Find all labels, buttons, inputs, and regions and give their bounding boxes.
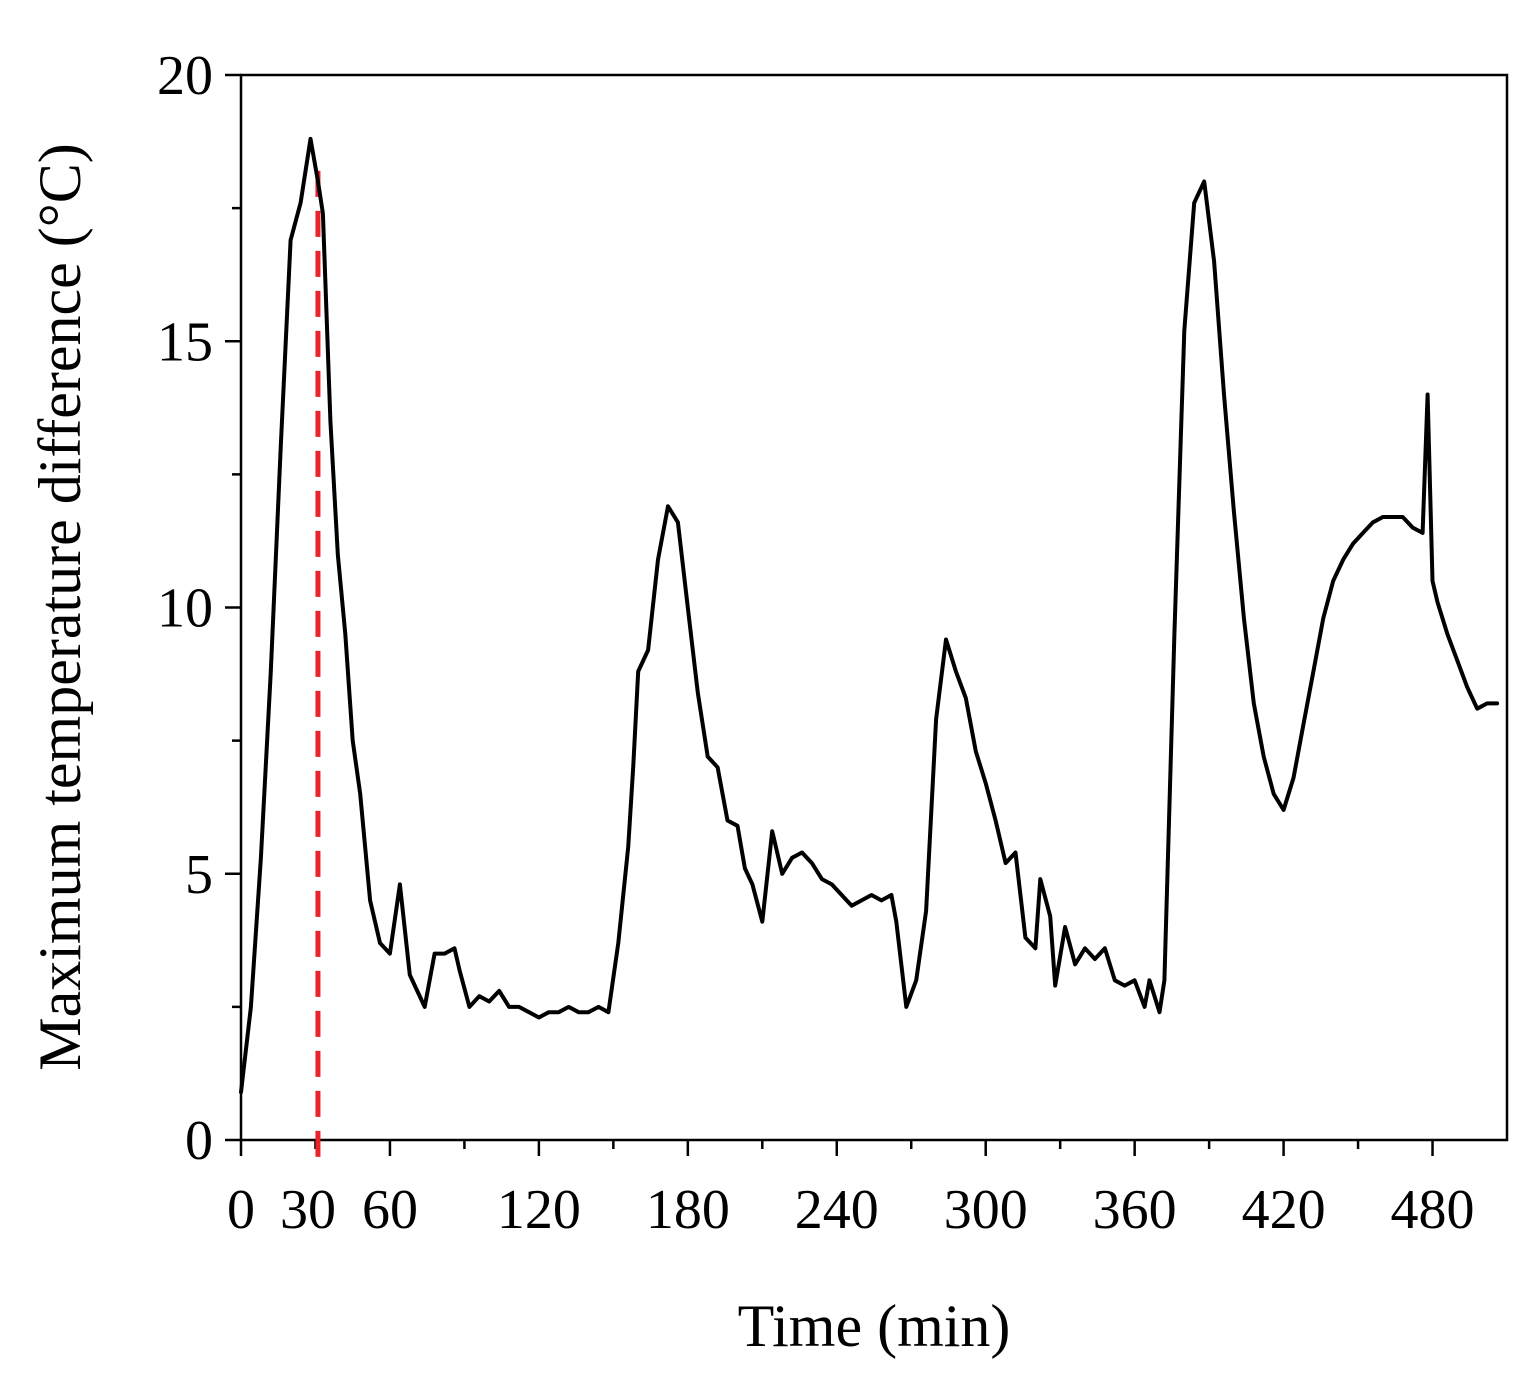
x-tick-label: 480 xyxy=(1391,1179,1475,1241)
x-tick-label: 420 xyxy=(1242,1179,1326,1241)
x-tick-label: 0 xyxy=(227,1179,255,1241)
y-tick-label: 15 xyxy=(157,311,213,373)
y-tick-label: 10 xyxy=(157,578,213,640)
x-tick-label: 120 xyxy=(497,1179,581,1241)
y-tick-label: 0 xyxy=(185,1110,213,1172)
x-tick-label: 300 xyxy=(944,1179,1028,1241)
series-line xyxy=(239,136,1500,1095)
y-tick-label: 5 xyxy=(185,844,213,906)
y-axis-title: Maximum temperature difference (°C) xyxy=(27,143,93,1071)
x-axis-title: Time (min) xyxy=(738,1293,1011,1359)
x-tick-label: 180 xyxy=(646,1179,730,1241)
y-tick-label: 20 xyxy=(157,45,213,107)
x-tick-label: 240 xyxy=(795,1179,879,1241)
x-tick-label-highlight: 30 xyxy=(280,1179,336,1241)
x-tick-label: 360 xyxy=(1093,1179,1177,1241)
x-tick-label: 60 xyxy=(362,1179,418,1241)
x-axis: 0 30 60 120 180 240 300 360 420 480 xyxy=(227,1140,1475,1241)
y-axis: 0 5 10 15 20 xyxy=(157,45,241,1172)
